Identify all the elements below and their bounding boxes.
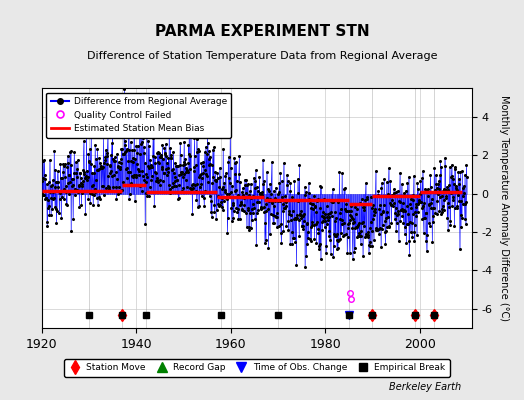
Text: Difference of Station Temperature Data from Regional Average: Difference of Station Temperature Data f…	[87, 51, 437, 61]
Legend: Difference from Regional Average, Quality Control Failed, Estimated Station Mean: Difference from Regional Average, Qualit…	[47, 92, 231, 138]
Legend: Station Move, Record Gap, Time of Obs. Change, Empirical Break: Station Move, Record Gap, Time of Obs. C…	[64, 359, 450, 377]
Text: PARMA EXPERIMENT STN: PARMA EXPERIMENT STN	[155, 24, 369, 40]
Y-axis label: Monthly Temperature Anomaly Difference (°C): Monthly Temperature Anomaly Difference (…	[499, 95, 509, 321]
Text: Berkeley Earth: Berkeley Earth	[389, 382, 461, 392]
